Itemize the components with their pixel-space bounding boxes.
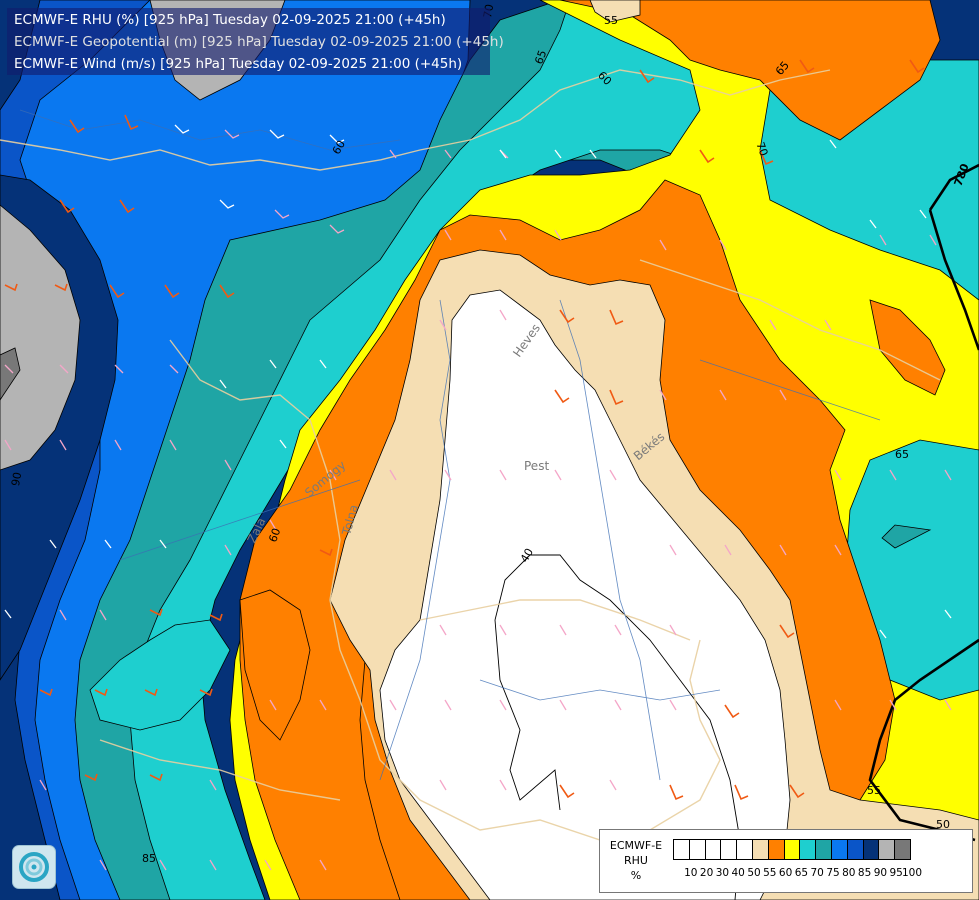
legend-swatch [894, 839, 911, 860]
contour-label: 40 [518, 546, 536, 565]
legend-swatch [799, 839, 817, 860]
legend-tick: 55 [763, 867, 777, 879]
legend-tick: 50 [747, 867, 761, 879]
rhu-blob-60-sw [239, 589, 311, 741]
legend-tick: 20 [699, 867, 714, 879]
header-geopotential-title: ECMWF-E Geopotential (m) [925 hPa] Tuesd… [14, 34, 504, 50]
contour-label: 60 [266, 526, 283, 544]
header-wind-title: ECMWF-E Wind (m/s) [925 hPa] Tuesday 02-… [14, 56, 463, 72]
contour-label: 85 [142, 852, 156, 865]
legend-tick: 100 [901, 867, 923, 879]
contour-label: 65 [895, 448, 909, 461]
legend-unit: % [630, 869, 642, 882]
contour-label: 60 [330, 138, 348, 157]
rhu-blob-60-east [869, 299, 946, 396]
contour-label: 55 [604, 14, 618, 27]
legend-tick: 30 [715, 867, 730, 879]
legend-tick: 65 [794, 867, 809, 879]
legend-tick: 90 [873, 867, 888, 879]
ecmwf-swirl-icon [12, 845, 56, 889]
legend-tick: 80 [842, 867, 856, 879]
geopotential-contour-780c [928, 163, 979, 211]
legend-swatch [815, 839, 832, 860]
legend-ticks: 10 20 30 40 50 55 60 65 70 75 80 85 90 95 100 [673, 867, 973, 883]
legend-swatch [767, 839, 785, 860]
rhu-band-50 [379, 289, 791, 900]
wind-barbs-orange [4, 59, 925, 801]
legend-swatch [830, 839, 848, 860]
country-borders [0, 69, 941, 841]
legend-swatch [736, 839, 753, 860]
legend-swatch [783, 839, 801, 860]
rhu-band-60 [559, 0, 941, 141]
legend-tick: 85 [857, 867, 872, 879]
legend-tick: 75 [826, 867, 840, 879]
legend-variable: RHU [624, 854, 648, 867]
legend-swatch [673, 839, 690, 860]
wind-barbs-pink [4, 129, 952, 871]
legend-swatches [673, 839, 911, 860]
header-rhu-title: ECMWF-E RHU (%) [925 hPa] Tuesday 02-09-… [14, 12, 446, 28]
legend-title: ECMWF-E RHU % [600, 838, 672, 883]
contour-label: 65 [532, 48, 549, 66]
contour-label: 90 [9, 471, 24, 487]
contour-label: 55 [867, 784, 881, 797]
rhu-contour-40 [494, 554, 741, 900]
legend-tick: 40 [731, 867, 745, 879]
contour-label: 50 [936, 818, 950, 831]
rhu-contour-40b [494, 619, 561, 811]
legend-tick: 10 [684, 867, 698, 879]
rhu-blob-70-left [89, 619, 231, 731]
legend-swatch [688, 839, 706, 860]
legend-swatch [704, 839, 722, 860]
legend-model: ECMWF-E [609, 839, 663, 852]
legend-tick: 95 [889, 867, 903, 879]
legend-swatch [862, 839, 880, 860]
rhu-blob-75-right [881, 524, 932, 549]
geopotential-contour-780b [868, 638, 979, 842]
rhu-blob-55-top [589, 0, 641, 23]
place-name: Pest [524, 459, 549, 473]
rhu-band-95-left [0, 204, 81, 471]
chart-header: ECMWF-E RHU (%) [925 hPa] Tuesday 02-09-… [7, 8, 504, 75]
legend-tick: 60 [778, 867, 793, 879]
legend-swatch [878, 839, 896, 860]
legend-swatch [720, 839, 738, 860]
legend-swatch [751, 839, 769, 860]
legend-swatch [846, 839, 864, 860]
geopotential-contour-780 [928, 209, 979, 351]
rhu-band-100-left [0, 347, 21, 401]
legend-tick: 70 [810, 867, 824, 879]
wind-barbs-white [4, 124, 952, 639]
color-legend: ECMWF-E RHU % 10 20 30 40 50 55 60 65 70 75 80 85 90… [599, 829, 973, 893]
contour-label: 70 [753, 140, 770, 158]
